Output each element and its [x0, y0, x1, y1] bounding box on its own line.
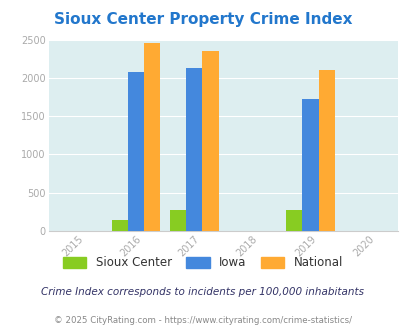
Bar: [185, 68, 202, 231]
Bar: [286, 210, 302, 231]
Bar: [169, 210, 185, 231]
Text: Crime Index corresponds to incidents per 100,000 inhabitants: Crime Index corresponds to incidents per…: [41, 287, 364, 297]
Bar: [202, 51, 218, 231]
Bar: [144, 44, 160, 231]
Bar: [318, 70, 334, 231]
Text: Sioux Center Property Crime Index: Sioux Center Property Crime Index: [53, 12, 352, 26]
Bar: [302, 99, 318, 231]
Text: © 2025 CityRating.com - https://www.cityrating.com/crime-statistics/: © 2025 CityRating.com - https://www.city…: [54, 315, 351, 325]
Bar: [111, 219, 128, 231]
Legend: Sioux Center, Iowa, National: Sioux Center, Iowa, National: [58, 252, 347, 274]
Bar: [128, 72, 144, 231]
